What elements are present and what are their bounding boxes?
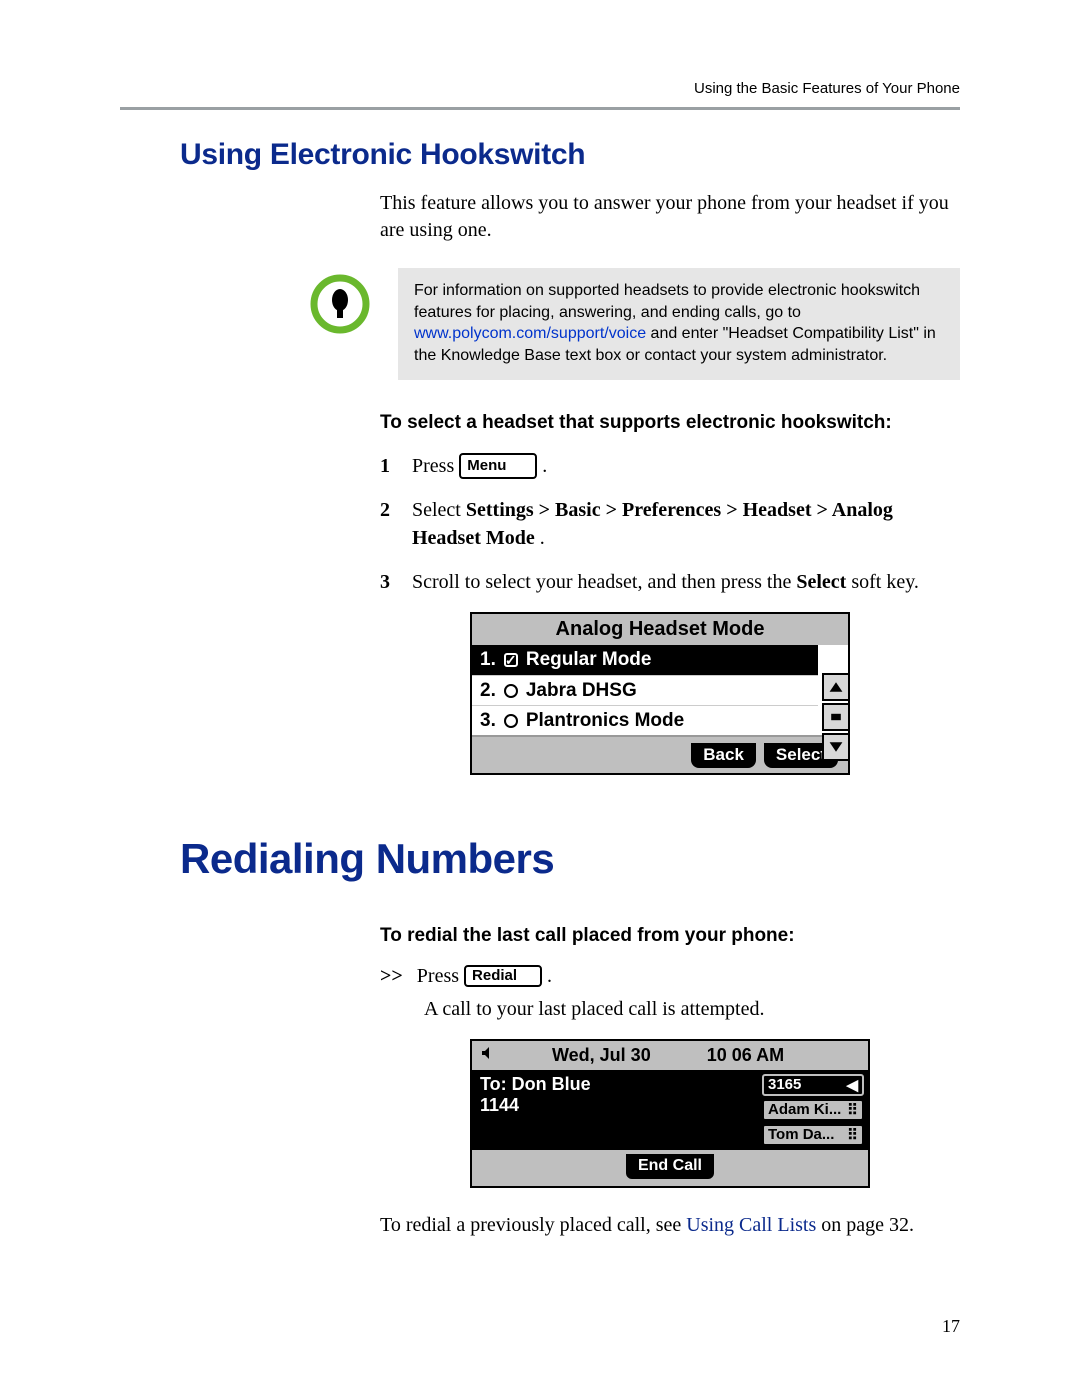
ref-link-call-lists[interactable]: Using Call Lists xyxy=(686,1214,816,1236)
step-2: 2 Select Settings > Basic > Preferences … xyxy=(380,496,960,552)
to-number: 1144 xyxy=(480,1095,750,1116)
presence-icon: ⠿ xyxy=(847,1101,858,1119)
step-1: 1 Press Menu . xyxy=(380,452,960,480)
lcd-option-1[interactable]: 1. Regular Mode xyxy=(472,645,818,675)
phone-screen-calling: Wed, Jul 30 10 06 AM To: Don Blue 1144 3… xyxy=(470,1039,870,1188)
line-tag-3[interactable]: Tom Da... ⠿ xyxy=(762,1124,864,1146)
line-tag-1-label: 3165 xyxy=(768,1076,801,1094)
lcd-title: Analog Headset Mode xyxy=(472,614,848,645)
speaker-icon xyxy=(480,1045,496,1066)
redial-step: >> Press Redial . xyxy=(380,965,960,988)
subheading-redial: To redial the last call placed from your… xyxy=(380,925,960,947)
line-button[interactable] xyxy=(822,703,850,731)
step-number: 2 xyxy=(380,496,394,552)
ref-text-b: on page 32. xyxy=(816,1214,914,1236)
redial-result: A call to your last placed call is attem… xyxy=(424,998,960,1021)
step-3-text-a: Scroll to select your headset, and then … xyxy=(412,571,796,593)
note-text-pre: For information on supported headsets to… xyxy=(414,282,920,321)
step-3: 3 Scroll to select your headset, and the… xyxy=(380,568,960,596)
redial-key: Redial xyxy=(464,965,542,987)
step-2-text-c: . xyxy=(540,527,545,549)
lcd-option-3-label: Plantronics Mode xyxy=(526,710,684,732)
phone-screen-headset-mode: Analog Headset Mode 1. Regular Mode 2. J… xyxy=(470,612,850,775)
lcd-option-2-label: Jabra DHSG xyxy=(526,680,637,702)
running-header: Using the Basic Features of Your Phone xyxy=(120,80,960,107)
redial-step-a: Press xyxy=(417,965,464,987)
lcd-time: 10 06 AM xyxy=(707,1045,784,1066)
step-3-select: Select xyxy=(796,571,846,593)
line-tag-2-label: Adam Ki... xyxy=(768,1101,841,1119)
softkey-end-call[interactable]: End Call xyxy=(626,1154,714,1179)
scroll-up-button[interactable] xyxy=(822,673,850,701)
menu-key: Menu xyxy=(459,453,537,479)
step-number: 3 xyxy=(380,568,394,596)
intro-paragraph: This feature allows you to answer your p… xyxy=(380,190,960,244)
line-tag-active[interactable]: 3165◀ xyxy=(762,1074,864,1096)
step-2-path: Settings > Basic > Preferences > Headset… xyxy=(412,499,893,549)
lcd-option-3[interactable]: 3. Plantronics Mode xyxy=(472,705,818,735)
lcd-option-1-label: Regular Mode xyxy=(526,649,652,671)
line-tag-3-label: Tom Da... xyxy=(768,1126,834,1144)
step-1-text-b: . xyxy=(542,455,547,477)
radio-icon xyxy=(504,714,518,728)
to-name: Don Blue xyxy=(512,1074,591,1094)
section-heading-redial: Redialing Numbers xyxy=(180,835,960,883)
reference-paragraph: To redial a previously placed call, see … xyxy=(380,1214,960,1237)
note-link[interactable]: www.polycom.com/support/voice xyxy=(414,325,646,342)
step-1-text-a: Press xyxy=(412,455,459,477)
ref-text-a: To redial a previously placed call, see xyxy=(380,1214,686,1236)
to-label: To: xyxy=(480,1074,507,1094)
step-2-text-a: Select xyxy=(412,499,466,521)
step-number: 1 xyxy=(380,452,394,480)
subheading-select-headset: To select a headset that supports electr… xyxy=(380,412,960,434)
section-heading-hookswitch: Using Electronic Hookswitch xyxy=(180,138,960,172)
tip-icon xyxy=(310,274,370,334)
line-tag-2[interactable]: Adam Ki... ⠿ xyxy=(762,1099,864,1121)
radio-checked-icon xyxy=(504,653,518,667)
lcd-date: Wed, Jul 30 xyxy=(552,1045,651,1066)
header-rule xyxy=(120,107,960,110)
radio-icon xyxy=(504,684,518,698)
page-number: 17 xyxy=(942,1316,960,1337)
redial-step-b: . xyxy=(547,965,552,987)
scroll-down-button[interactable] xyxy=(822,733,850,761)
softkey-back[interactable]: Back xyxy=(691,743,756,768)
lcd-option-2[interactable]: 2. Jabra DHSG xyxy=(472,675,818,705)
step-3-text-c: soft key. xyxy=(851,571,919,593)
step-arrow: >> xyxy=(380,965,403,988)
presence-icon: ⠿ xyxy=(847,1126,858,1144)
note-box: For information on supported headsets to… xyxy=(398,268,960,380)
